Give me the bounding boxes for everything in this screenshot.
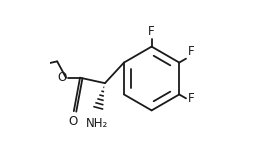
Text: O: O bbox=[57, 71, 67, 84]
Text: F: F bbox=[187, 92, 193, 105]
Text: F: F bbox=[148, 25, 154, 38]
Text: NH₂: NH₂ bbox=[86, 117, 108, 130]
Text: F: F bbox=[187, 45, 193, 58]
Text: O: O bbox=[68, 115, 77, 128]
